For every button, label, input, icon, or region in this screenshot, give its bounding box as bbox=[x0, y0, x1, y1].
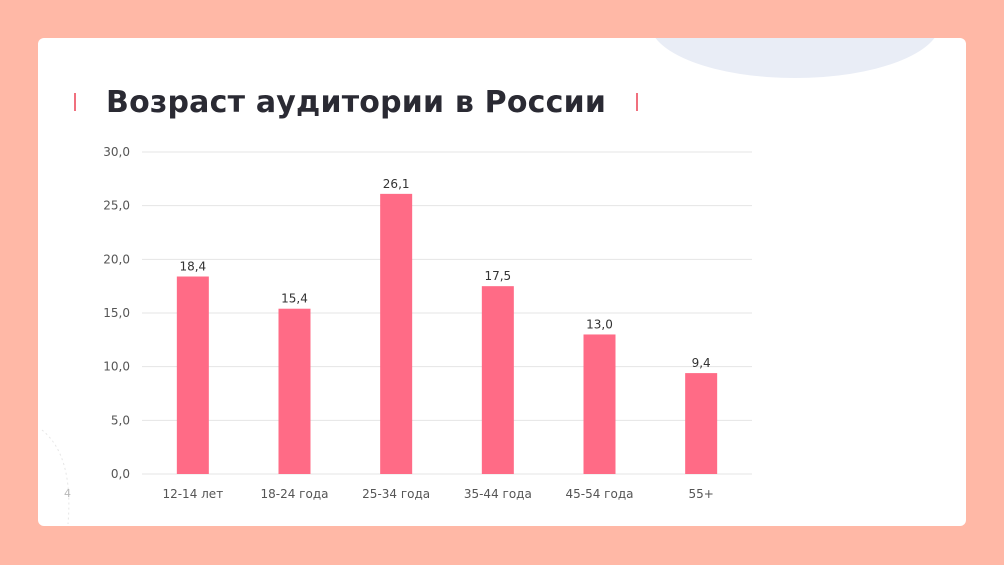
y-tick-label: 0,0 bbox=[111, 467, 130, 481]
title-right-mark bbox=[636, 93, 639, 111]
bar bbox=[380, 193, 413, 475]
slide-title: Возраст аудитории в России bbox=[106, 84, 607, 120]
decorative-swirl bbox=[41, 429, 70, 525]
y-tick-label: 25,0 bbox=[103, 199, 130, 213]
bar bbox=[481, 286, 514, 474]
title-left-mark bbox=[74, 93, 76, 111]
bars bbox=[176, 193, 718, 475]
x-axis-categories: 12-14 лет 18-24 года 25-34 года 35-44 года 4… bbox=[162, 487, 713, 501]
bar-value-label: 9,4 bbox=[692, 356, 711, 370]
value-labels: 18,4 15,4 26,1 17,5 13,0 9,4 bbox=[179, 177, 710, 370]
bar-value-label: 13,0 bbox=[586, 317, 613, 331]
x-category-label: 25-34 года bbox=[362, 487, 430, 501]
x-category-label: 45-54 года bbox=[566, 487, 634, 501]
y-tick-label: 30,0 bbox=[103, 145, 130, 159]
grid-lines bbox=[142, 151, 752, 475]
bar bbox=[176, 276, 209, 474]
bar-value-label: 26,1 bbox=[383, 177, 410, 191]
y-tick-label: 10,0 bbox=[103, 360, 130, 374]
bar bbox=[685, 373, 718, 474]
x-category-label: 35-44 года bbox=[464, 487, 532, 501]
y-tick-label: 15,0 bbox=[103, 306, 130, 320]
y-axis-ticks: 0,0 5,0 10,0 15,0 20,0 25,0 30,0 bbox=[103, 145, 130, 481]
page-number: 4 bbox=[64, 487, 71, 500]
bar-value-label: 18,4 bbox=[179, 260, 206, 274]
bar-value-label: 15,4 bbox=[281, 292, 308, 306]
x-category-label: 18-24 года bbox=[261, 487, 329, 501]
title-row: Возраст аудитории в России bbox=[74, 82, 639, 122]
bar bbox=[583, 334, 616, 474]
x-category-label: 55+ bbox=[689, 487, 714, 501]
y-tick-label: 20,0 bbox=[103, 252, 130, 266]
bar-value-label: 17,5 bbox=[484, 269, 511, 283]
bar bbox=[278, 308, 311, 474]
y-tick-label: 5,0 bbox=[111, 413, 130, 427]
slide: Возраст аудитории в России 4 0,0 5,0 10,0 1… bbox=[38, 38, 966, 526]
bar-chart: 0,05,010,015,020,025,030,0 18,415,426,11… bbox=[103, 145, 752, 501]
x-category-label: 12-14 лет bbox=[162, 487, 223, 501]
